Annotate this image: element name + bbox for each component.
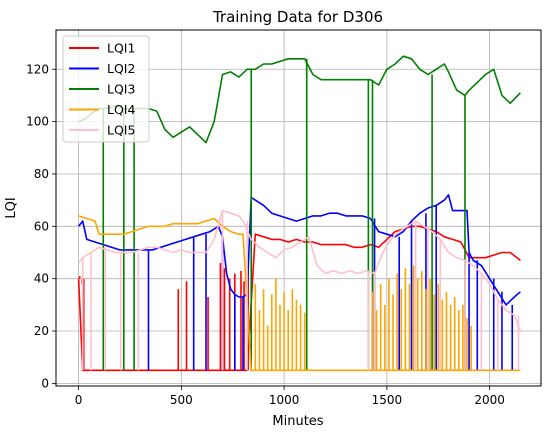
x-tick-label: 1000 [269,393,300,407]
x-axis-ticks: 0 500 1000 1500 2000 [75,386,505,407]
legend-label: LQI3 [107,82,135,97]
legend-label: LQI4 [107,102,135,117]
legend-label: LQI5 [107,123,135,138]
y-tick-label: 0 [41,376,49,390]
plot-frame [55,29,542,387]
chart-title: Training Data for D306 [212,8,383,26]
series-line-lqi3 [78,55,521,144]
y-tick-label: 20 [34,324,49,338]
plot-area [77,55,522,372]
series-line-lqi2 [77,194,521,306]
legend-box [62,35,150,143]
y-axis-label: LQI [4,197,19,218]
y-tick-label: 60 [34,219,49,233]
y-tick-label: 120 [26,62,49,76]
series-lqi3 [78,55,521,371]
series-lqi5 [77,209,522,371]
series-line-lqi5 [77,209,522,332]
series-lqi4 [78,215,521,372]
x-tick-label: 0 [75,393,83,407]
x-axis-label: Minutes [272,414,323,429]
legend-label: LQI2 [107,61,135,76]
series-line-lqi1 [77,225,521,372]
legend-label: LQI1 [107,41,135,56]
legend: LQI1 LQI2 LQI3 LQI4 LQI5 [62,35,150,143]
x-tick-label: 2000 [474,393,505,407]
x-tick-label: 500 [170,393,193,407]
series-line-lqi4 [78,215,521,372]
series-lqi1 [77,225,521,372]
y-tick-label: 80 [34,167,49,181]
y-tick-label: 40 [34,272,49,286]
y-axis-ticks: 0 20 40 60 80 100 120 [26,62,56,390]
y-tick-label: 100 [26,115,49,129]
x-tick-label: 1500 [372,393,403,407]
